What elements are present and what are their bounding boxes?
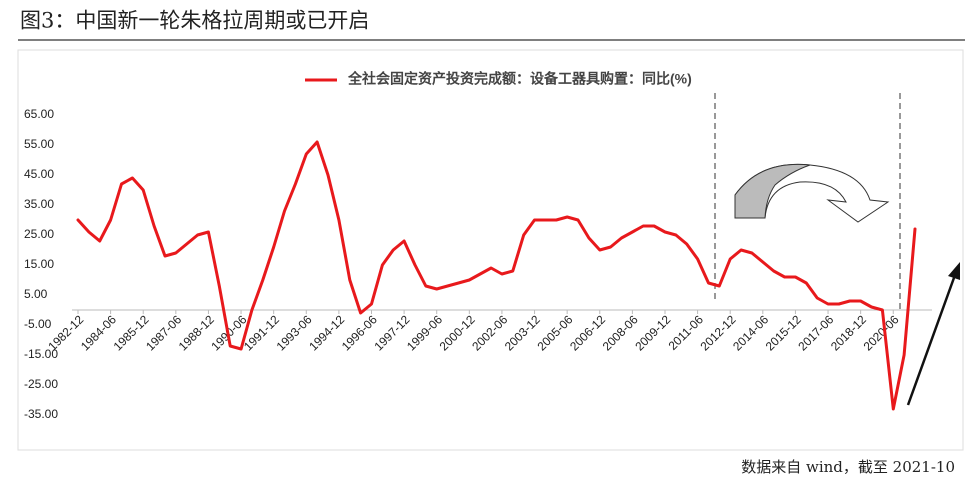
y-tick-label: 65.00	[24, 107, 54, 121]
y-tick-label: 15.00	[24, 257, 54, 271]
y-tick-label: 45.00	[24, 167, 54, 181]
y-tick-label: 55.00	[24, 137, 54, 151]
cycle-arrow-shade	[734, 163, 811, 219]
y-tick-label: -35.00	[24, 407, 58, 421]
x-tick-label: 2020-06	[861, 312, 902, 353]
chart-title: 图3：中国新一轮朱格拉周期或已开启	[20, 9, 369, 33]
data-line	[76, 140, 917, 411]
source-note: 数据来自 wind，截至 2021-10	[741, 458, 955, 476]
y-tick-label: -25.00	[24, 377, 58, 391]
y-tick-label: -15.00	[24, 347, 58, 361]
legend-label: 全社会固定资产投资完成额：设备工器具购置：同比(%)	[347, 71, 692, 87]
trend-arrow-head	[948, 262, 960, 280]
y-tick-label: 25.00	[24, 227, 54, 241]
chart-frame	[17, 49, 964, 451]
x-tick-label: 2009-12	[632, 312, 673, 353]
y-tick-label: -5.00	[24, 317, 52, 331]
y-tick-label: 35.00	[24, 197, 54, 211]
trend-arrow	[906, 274, 957, 406]
y-tick-label: 5.00	[24, 287, 48, 301]
